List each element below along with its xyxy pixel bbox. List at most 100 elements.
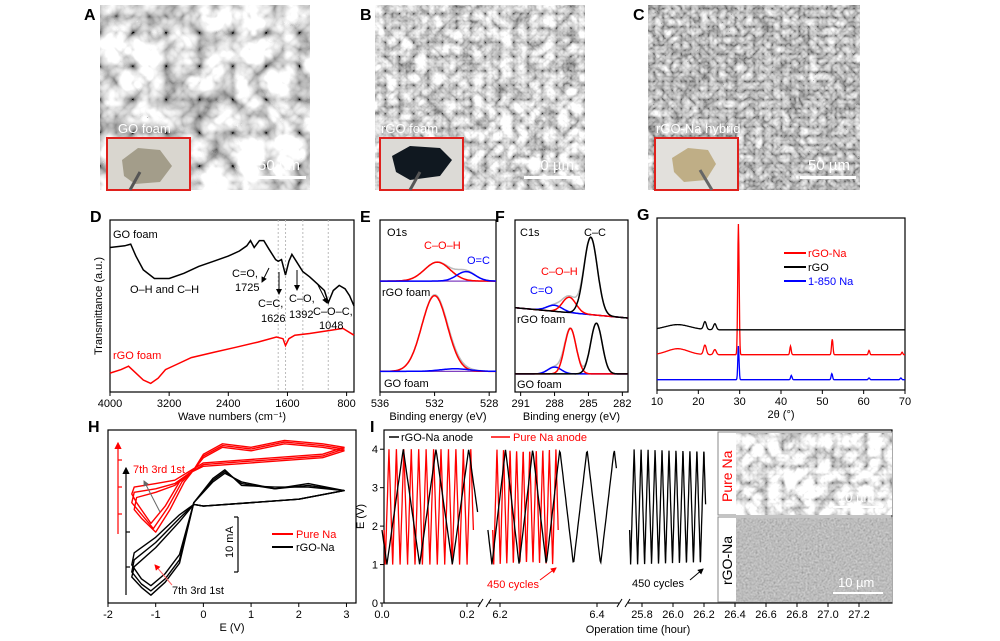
panel-letter-a: A — [84, 7, 96, 24]
scale-bar-label: 10 µm — [838, 490, 874, 505]
sem-label-rgo-na: rGO-Na — [719, 536, 735, 585]
peak-label-c-o-h: C–O–H — [541, 266, 578, 278]
y-tick-label: 1 — [372, 560, 378, 572]
series-label-go-foam: GO foam — [113, 229, 158, 241]
sem-label-pure-na: Pure Na — [719, 450, 735, 502]
x-axis-label: Operation time (hour) — [586, 624, 691, 636]
x-tick-label: -1 — [151, 609, 161, 621]
arrow — [261, 267, 270, 283]
scale-bar: 50 µm — [800, 157, 856, 179]
x-tick-label: 1600 — [275, 398, 299, 410]
x-tick-label: 30 — [734, 396, 746, 408]
annotation-450-cycles-black: 450 cycles — [632, 578, 684, 590]
group-label-rgo-foam: rGO foam — [517, 314, 565, 326]
x-tick-label: 25.8 — [631, 609, 652, 621]
annotation-oh-ch: O–H and C–H — [130, 284, 199, 296]
panel-letter-f: F — [495, 209, 505, 226]
cv-loop-pure-na-1st — [133, 443, 345, 533]
annotation-coc-1048-a: C–O–C, — [313, 306, 353, 318]
x-tick-label: 26.6 — [755, 609, 776, 621]
annotation-co-1725-b: 1725 — [235, 282, 259, 294]
cv-loop-rgo-na-1st — [131, 469, 345, 596]
x-tick-label: 2 — [296, 609, 302, 621]
panel-g-legend: rGO-Na rGO 1-850 Na — [784, 248, 854, 288]
arrow — [539, 567, 557, 581]
panel-i-axes: I 0 1 2 3 4 0.0 0.2 6.2 6.4 25.8 26.0 26.2 26.4 26.6 26… — [355, 419, 893, 636]
group-label-rgo-foam: rGO foam — [382, 287, 430, 299]
fitted-peak — [380, 270, 496, 282]
axis-break — [480, 600, 489, 606]
scale-bar: 50 µm — [524, 157, 580, 179]
xrd-pattern-rgo-na — [656, 223, 905, 356]
panel-letter-g: G — [637, 207, 649, 224]
panel-letter-i: I — [370, 419, 374, 436]
sem-image-rgo-na — [736, 518, 892, 602]
xrd-pattern-1-850-na — [657, 346, 905, 381]
cv-loop-pure-na-3rd — [131, 441, 345, 530]
group-label-go-foam: GO foam — [384, 378, 429, 390]
voltage-profile-pure-na-anode — [383, 449, 475, 565]
panel-letter-h: H — [88, 419, 100, 436]
legend-rgo-na: rGO-Na — [296, 542, 335, 554]
fitted-peak — [515, 322, 628, 375]
annotation-c-o-1392-a: C–O, — [289, 293, 315, 305]
axis-break-mark — [624, 598, 631, 608]
annotation-cc-1626-a: C=C, — [258, 298, 283, 310]
arrow — [689, 568, 704, 581]
panel-title-o1s: O1s — [387, 227, 408, 239]
red-offset-axis — [114, 441, 122, 534]
panel-h-extras: 7th 3rd 1st 7th 3rd 1st 10 mA Pure Na rG… — [114, 441, 337, 597]
inset-label-rgo-na-hybrid: rGO-Na hybrid — [656, 121, 741, 136]
axis-break-mark — [616, 598, 623, 608]
x-tick-label: -2 — [103, 609, 113, 621]
xrd-pattern-rgo — [657, 320, 905, 331]
inset-label-rgo-foam: rGO foam — [381, 121, 438, 136]
x-tick-label: 26.4 — [724, 609, 745, 621]
y-tick-label: 0 — [372, 598, 378, 610]
voltage-profile-rgo-na-anode — [381, 449, 479, 565]
plot-frame — [514, 219, 629, 393]
panel-letter-c: C — [633, 7, 645, 24]
inset-photo-rgo-na-hybrid — [654, 137, 739, 191]
sem-inset-rgo-na: rGO-Na 10 µm — [717, 516, 893, 603]
x-axis-label: Wave numbers (cm⁻¹) — [178, 411, 286, 423]
x-tick-label: 6.4 — [589, 609, 604, 621]
panel-letter-e: E — [360, 209, 371, 226]
fitted-peak — [379, 294, 496, 373]
x-tick-label: 10 — [651, 396, 663, 408]
y-tick-label: 2 — [372, 521, 378, 533]
svg-text:50 µm: 50 µm — [808, 157, 850, 174]
annotation-cc-1626-b: 1626 — [261, 313, 285, 325]
peak-label-c-o: C=O — [530, 285, 553, 297]
svg-text:50 µm: 50 µm — [258, 157, 300, 174]
legend-1-850-na: 1-850 Na — [808, 276, 854, 288]
x-tick-label: 0 — [200, 609, 206, 621]
x-tick-label: 800 — [337, 398, 355, 410]
sem-panel-c: C rGO-Na hybrid 50 µm — [633, 5, 860, 191]
group-label-go-foam: GO foam — [517, 379, 562, 391]
x-axis-label: 2θ (°) — [767, 409, 794, 421]
x-tick-label: 3200 — [157, 398, 181, 410]
plot-frame — [656, 217, 906, 391]
inset-label-go-foam: GO foam — [118, 121, 171, 136]
series-line-rgo-foam — [109, 327, 355, 385]
plot-frame — [107, 429, 357, 604]
scale-bar-label: 10 mA — [224, 526, 236, 558]
peak-label-o-c: O=C — [467, 255, 490, 267]
peak-label-c-c: C–C — [584, 227, 606, 239]
x-tick-label: 20 — [692, 396, 704, 408]
cycle-label-rgo-na: 7th 3rd 1st — [172, 585, 224, 597]
x-tick-label: 60 — [858, 396, 870, 408]
legend-rgo-na: rGO-Na — [808, 248, 847, 260]
y-tick-label: 3 — [372, 483, 378, 495]
y-tick-label: 4 — [372, 444, 378, 456]
x-tick-label: 4000 — [98, 398, 122, 410]
scale-bar-label: 10 µm — [838, 575, 874, 590]
sem-panel-b: B rGO foam 50 µm — [360, 5, 585, 191]
x-tick-label: 536 — [371, 398, 389, 410]
cv-loop-rgo-na-7th — [131, 472, 345, 587]
panel-h-axes: H -2 -1 0 1 2 3 E (V) — [88, 419, 357, 634]
scale-bar-10ma — [234, 516, 239, 573]
